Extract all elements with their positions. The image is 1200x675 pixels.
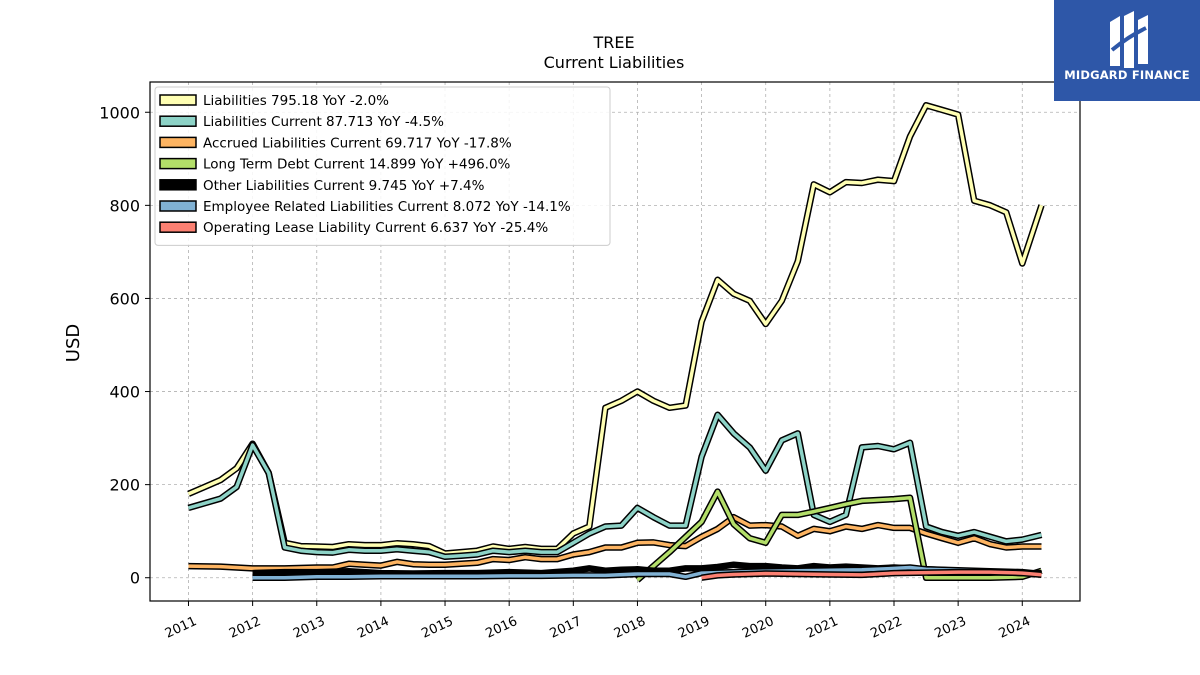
chart-subtitle: Current Liabilities	[544, 53, 685, 72]
legend-swatch	[159, 115, 197, 127]
x-tick-label: 2013	[291, 614, 327, 642]
x-tick-label: 2021	[804, 614, 840, 642]
series-5	[252, 564, 1042, 581]
y-tick-label: 400	[109, 383, 140, 402]
legend-label: Accrued Liabilities Current 69.717 YoY -…	[203, 135, 512, 151]
series-line	[188, 515, 1042, 571]
midgard-finance-logo: MIDGARD FINANCE	[1054, 0, 1200, 101]
y-axis-label: USD	[63, 324, 84, 362]
legend-item: Liabilities Current 87.713 YoY -4.5%	[159, 114, 444, 130]
x-tick-label: 2014	[355, 614, 391, 642]
chart-title: TREE	[592, 33, 634, 52]
x-axis: 2011 2012 2013 2014 2015 2016 2017 2018 2019 2020…	[163, 601, 1033, 642]
series-2	[188, 513, 1042, 572]
legend-swatch	[159, 136, 197, 149]
legend-label: Liabilities 795.18 YoY -2.0%	[203, 93, 389, 109]
x-tick-label: 2024	[997, 614, 1033, 642]
legend-label: Liabilities Current 87.713 YoY -4.5%	[203, 114, 444, 130]
x-tick-label: 2023	[932, 614, 968, 642]
logo-mark-icon	[1110, 11, 1148, 68]
legend-swatch	[159, 157, 197, 170]
y-tick-label: 800	[109, 196, 140, 215]
legend-swatch	[159, 200, 197, 212]
legend-label: Long Term Debt Current 14.899 YoY +496.0…	[203, 157, 511, 173]
legend-swatch	[159, 221, 197, 233]
x-tick-label: 2016	[484, 614, 520, 642]
y-axis: 0 200 400 600 800 1000	[99, 103, 150, 588]
series-6	[701, 568, 1042, 581]
logo-text: MIDGARD FINANCE	[1064, 68, 1190, 82]
x-tick-label: 2022	[868, 614, 904, 642]
series-0	[187, 102, 1045, 557]
x-tick-label: 2020	[740, 614, 776, 642]
x-tick-label: 2017	[548, 614, 584, 642]
series-line	[252, 565, 1042, 580]
legend-item: Long Term Debt Current 14.899 YoY +496.0…	[159, 157, 511, 173]
series-line	[701, 570, 1042, 580]
y-tick-label: 600	[109, 289, 140, 308]
legend-item: Employee Related Liabilities Current 8.0…	[159, 199, 571, 215]
y-tick-label: 0	[130, 569, 140, 588]
x-tick-label: 2015	[419, 614, 455, 642]
x-tick-label: 2019	[676, 614, 712, 642]
legend-item: Liabilities 795.18 YoY -2.0%	[159, 93, 389, 109]
series-line	[188, 413, 1042, 559]
series-lines	[187, 102, 1045, 583]
x-tick-label: 2011	[163, 614, 199, 642]
legend: Liabilities 795.18 YoY -2.0% Liabilities …	[154, 86, 611, 246]
series-1	[187, 411, 1043, 561]
legend-swatch	[159, 94, 197, 106]
x-tick-label: 2012	[227, 614, 263, 642]
legend-label: Other Liabilities Current 9.745 YoY +7.4…	[203, 178, 485, 194]
y-tick-label: 1000	[99, 103, 140, 122]
legend-item: Other Liabilities Current 9.745 YoY +7.4…	[159, 178, 485, 194]
series-3	[635, 488, 1043, 583]
legend-swatch	[159, 179, 197, 191]
series-line	[187, 103, 1044, 556]
legend-label: Operating Lease Liability Current 6.637 …	[203, 220, 548, 236]
plot-frame	[149, 81, 1081, 602]
legend-box	[154, 86, 611, 246]
legend-item: Accrued Liabilities Current 69.717 YoY -…	[159, 135, 512, 151]
series-line	[636, 489, 1043, 582]
x-tick-label: 2018	[612, 614, 648, 642]
legend-item: Operating Lease Liability Current 6.637 …	[159, 220, 548, 236]
legend-label: Employee Related Liabilities Current 8.0…	[203, 199, 571, 215]
y-tick-label: 200	[109, 476, 140, 495]
